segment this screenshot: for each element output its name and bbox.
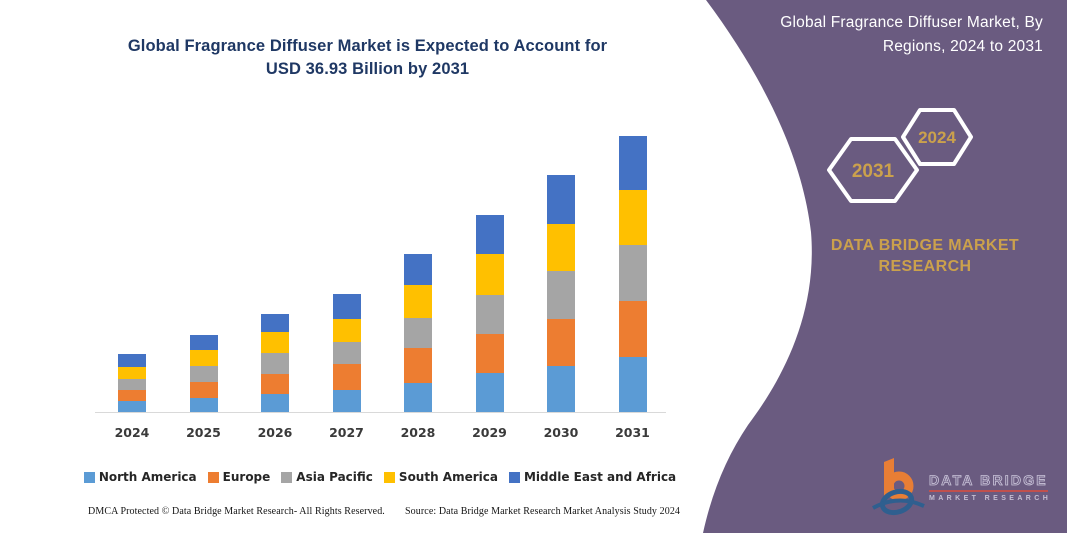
segment-2028-asia-pacific (404, 317, 432, 348)
chart-title: Global Fragrance Diffuser Market is Expe… (95, 35, 640, 81)
sidebar-title: Global Fragrance Diffuser Market, By Reg… (780, 14, 1043, 56)
x-axis-label-2028: 2028 (400, 425, 436, 440)
segment-2027-middle-east-and-africa (332, 293, 361, 320)
logo-b-bowl (884, 471, 914, 501)
stacked-bar-2025 (189, 335, 218, 412)
segment-2029-north-america (475, 373, 504, 412)
stacked-bar-2031 (618, 136, 647, 412)
segment-2030-south-america (547, 223, 575, 271)
segment-2031-europe (618, 300, 647, 357)
segment-2029-europe (475, 334, 504, 374)
segment-2025-middle-east-and-africa (189, 335, 218, 350)
segment-2027-asia-pacific (332, 341, 361, 365)
legend-marker-north-america (83, 471, 95, 483)
legend-marker-middle-east-and-africa (508, 471, 520, 483)
legend-marker-south-america (383, 471, 395, 483)
source-note: Source: Data Bridge Market Research Mark… (405, 506, 681, 517)
segment-2027-north-america (332, 389, 361, 412)
legend-label-middle-east-and-africa: Middle East and Africa (523, 470, 677, 484)
chart-title-line1: Global Fragrance Diffuser Market is Expe… (127, 37, 608, 55)
segment-2026-north-america (261, 394, 289, 412)
segment-2024-middle-east-and-africa (118, 353, 146, 368)
segment-2024-north-america (118, 400, 146, 412)
hexagon-2031-label: 2031 (852, 161, 895, 182)
hexagon-2031 (827, 137, 919, 203)
legend-marker-europe (207, 471, 219, 483)
segment-2031-north-america (618, 356, 647, 412)
x-axis-label-2025: 2025 (186, 425, 221, 440)
stacked-bar-2026 (261, 314, 289, 412)
hexagon-2024 (901, 108, 973, 166)
stacked-bar-2028 (404, 254, 432, 412)
legend-item-middle-east-and-africa: Middle East and Africa (508, 470, 677, 484)
legend-marker-asia-pacific (281, 471, 293, 483)
legend-item-asia-pacific: Asia Pacific (281, 470, 373, 484)
hexagon-2024-label: 2024 (918, 128, 956, 147)
segment-2025-south-america (189, 349, 218, 367)
sidebar-purple-panel (703, 0, 1067, 533)
logo-tagline: MARKET RESEARCH (929, 495, 1052, 502)
segment-2026-south-america (261, 332, 289, 353)
stacked-bar-2030 (547, 175, 575, 412)
chart-title-line2: USD 36.93 Billion by 2031 (265, 60, 470, 79)
dbmr-logo: DATA BRIDGE MARKET RESEARCH (872, 456, 1051, 518)
legend-label-north-america: North America (98, 470, 197, 484)
x-axis-label-2029: 2029 (472, 425, 507, 440)
x-axis-label-2027: 2027 (329, 425, 364, 440)
segment-2030-north-america (547, 365, 575, 412)
stacked-bar-2024 (118, 353, 146, 412)
segment-2024-asia-pacific (118, 379, 146, 391)
segment-2028-north-america (404, 382, 432, 412)
plot-area: 2024 2025 2026 2027 2028 2029 2030 2031 (95, 136, 666, 440)
segment-2025-europe (189, 382, 218, 398)
segment-2030-europe (547, 318, 575, 366)
dbmr-logo-icon (872, 458, 925, 516)
segment-2028-south-america (404, 284, 432, 318)
x-axis-line (95, 412, 666, 413)
legend-label-europe: Europe (222, 470, 271, 484)
logo-d-ring (879, 488, 915, 516)
segment-2029-asia-pacific (475, 295, 504, 335)
logo-wordmark: DATA BRIDGE (929, 472, 1048, 492)
segment-2025-asia-pacific (189, 366, 218, 383)
legend-label-south-america: South America (398, 470, 498, 484)
legend-label-asia-pacific: Asia Pacific (296, 470, 373, 484)
dmca-notice: DMCA Protected © Data Bridge Market Rese… (88, 506, 385, 517)
segment-2031-asia-pacific (618, 245, 647, 301)
stacked-bar-2029 (475, 214, 504, 412)
x-axis-label-2031: 2031 (615, 425, 650, 440)
segment-2027-europe (332, 364, 361, 390)
segment-2025-north-america (189, 397, 218, 412)
segment-2027-south-america (332, 319, 361, 342)
x-axis-label-2026: 2026 (257, 425, 293, 440)
segment-2026-asia-pacific (261, 352, 289, 374)
segment-2024-south-america (118, 367, 146, 380)
brand-name-text: DATA BRIDGE MARKET RESEARCH (830, 237, 1020, 275)
stacked-bar-2027 (332, 293, 361, 412)
segment-2024-europe (118, 390, 146, 401)
segment-2031-south-america (618, 190, 647, 246)
segment-2026-europe (261, 373, 289, 395)
x-axis-label-2030: 2030 (543, 425, 579, 440)
logo-swoosh (872, 498, 925, 510)
segment-2029-middle-east-and-africa (475, 214, 504, 254)
segment-2031-middle-east-and-africa (618, 136, 647, 191)
x-axis-label-2024: 2024 (114, 425, 150, 440)
segment-2026-middle-east-and-africa (261, 314, 289, 333)
segment-2030-middle-east-and-africa (547, 175, 575, 224)
legend-item-north-america: North America (83, 470, 197, 484)
chart-legend: North America Europe Asia Pacific South Ame… (82, 470, 678, 484)
legend-item-south-america: South America (383, 470, 498, 484)
segment-2030-asia-pacific (547, 270, 575, 319)
logo-text-block: DATA BRIDGE MARKET RESEARCH (929, 456, 1051, 502)
legend-item-europe: Europe (207, 470, 271, 484)
segment-2028-europe (404, 347, 432, 383)
segment-2029-south-america (475, 253, 504, 296)
segment-2028-middle-east-and-africa (404, 254, 432, 285)
